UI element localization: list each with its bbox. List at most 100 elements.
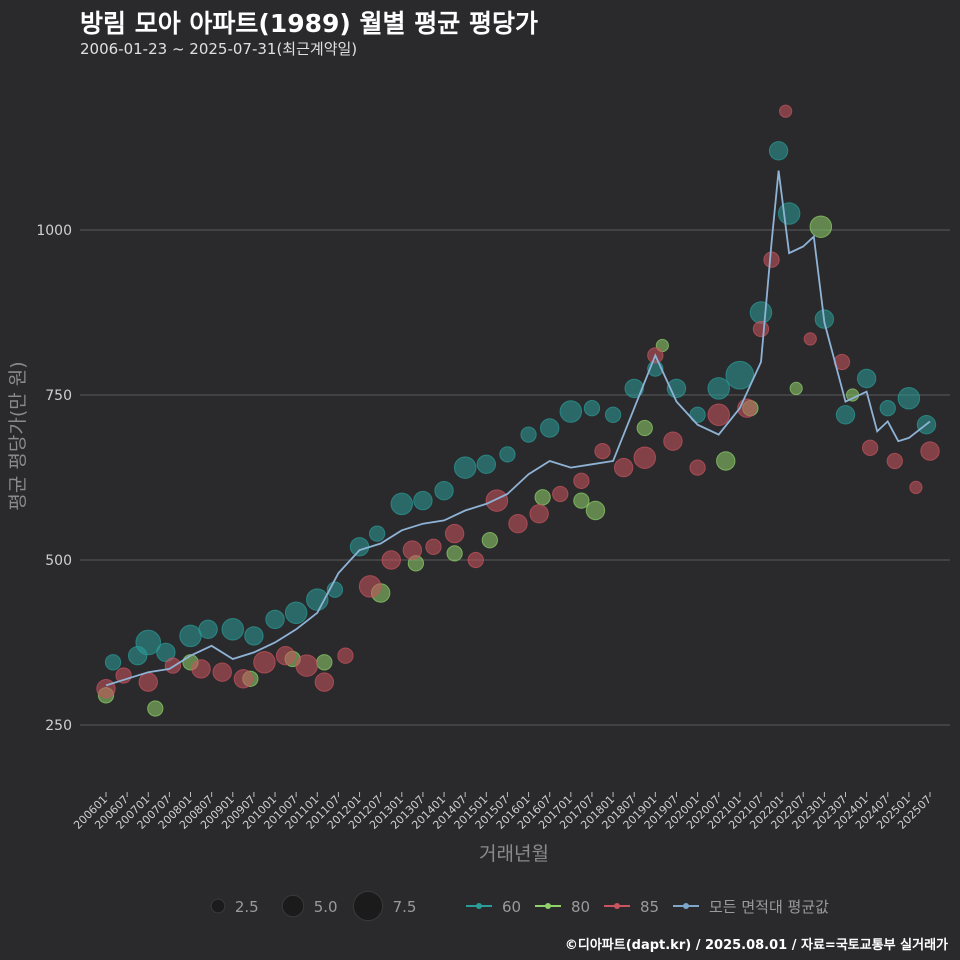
point-area-85 bbox=[886, 452, 903, 470]
y-tick-label: 250 bbox=[45, 718, 72, 734]
size-legend-circle bbox=[352, 890, 384, 922]
point-area-85 bbox=[467, 551, 484, 569]
point-area-85 bbox=[444, 523, 465, 544]
point-area-85 bbox=[529, 504, 549, 524]
point-area-60 bbox=[725, 360, 755, 390]
legend-key-dot bbox=[683, 903, 689, 909]
point-area-85 bbox=[164, 657, 182, 674]
point-area-85 bbox=[613, 457, 634, 478]
average-line-group bbox=[105, 170, 931, 687]
point-area-85 bbox=[233, 669, 254, 689]
point-area-85 bbox=[381, 550, 401, 570]
x-axis-ticks: 2006012006072007012007072008012008072009… bbox=[71, 792, 934, 832]
size-legend-label: 5.0 bbox=[314, 898, 338, 916]
size-legend-circle bbox=[281, 894, 305, 918]
x-axis-title: 거래년월 bbox=[479, 843, 549, 865]
data-points bbox=[96, 104, 940, 717]
legend-series-label: 모든 면적대 평균값 bbox=[709, 898, 829, 916]
point-area-85 bbox=[402, 540, 423, 560]
point-area-85 bbox=[425, 538, 442, 555]
point-area-80 bbox=[636, 419, 653, 437]
point-area-85 bbox=[295, 654, 318, 677]
point-area-85 bbox=[707, 403, 730, 427]
point-area-85 bbox=[508, 514, 528, 534]
point-area-60 bbox=[198, 619, 218, 639]
point-area-85 bbox=[337, 647, 354, 664]
point-area-85 bbox=[861, 439, 879, 456]
point-area-80 bbox=[446, 545, 463, 562]
legend-key-dot bbox=[545, 903, 551, 909]
point-area-85 bbox=[275, 646, 296, 666]
point-area-85 bbox=[485, 489, 509, 512]
point-area-85 bbox=[689, 459, 706, 476]
point-area-60 bbox=[349, 537, 370, 557]
legend-key-dot bbox=[476, 903, 482, 909]
point-area-85 bbox=[191, 659, 211, 679]
legend-series-label: 80 bbox=[571, 898, 590, 916]
point-area-60 bbox=[559, 400, 583, 423]
legend-key-dot bbox=[614, 903, 620, 909]
point-area-60 bbox=[835, 405, 856, 425]
point-area-80 bbox=[147, 700, 164, 717]
source-caption: ©디아파트(dapt.kr) / 2025.08.01 / 자료=국토교통부 실… bbox=[564, 938, 948, 953]
legend-series-label: 60 bbox=[502, 898, 521, 916]
point-area-85 bbox=[552, 485, 569, 503]
y-tick-label: 1000 bbox=[36, 223, 72, 239]
y-tick-label: 750 bbox=[45, 388, 72, 404]
size-legend-label: 2.5 bbox=[235, 898, 259, 916]
y-axis-ticks: 250 500 750 1000 bbox=[36, 223, 72, 734]
point-area-60 bbox=[368, 525, 386, 542]
point-area-60 bbox=[624, 378, 644, 399]
point-area-60 bbox=[179, 624, 202, 648]
point-area-60 bbox=[413, 490, 433, 511]
point-area-80 bbox=[716, 451, 736, 471]
y-tick-label: 500 bbox=[45, 553, 72, 569]
point-area-60 bbox=[539, 418, 560, 438]
point-area-60 bbox=[707, 377, 730, 400]
point-area-60 bbox=[135, 629, 162, 656]
point-area-60 bbox=[221, 618, 245, 641]
point-area-60 bbox=[777, 202, 801, 225]
y-axis-title: 평균 평당가(만 원) bbox=[7, 361, 29, 510]
point-area-85 bbox=[594, 442, 611, 460]
point-area-80 bbox=[573, 492, 590, 509]
point-area-60 bbox=[434, 481, 454, 501]
point-area-60 bbox=[265, 609, 285, 630]
point-area-80 bbox=[481, 532, 498, 549]
point-area-60 bbox=[897, 387, 921, 410]
point-area-85 bbox=[633, 446, 657, 469]
point-area-60 bbox=[104, 654, 122, 671]
point-area-85 bbox=[920, 441, 940, 461]
point-area-60 bbox=[284, 601, 308, 625]
point-area-60 bbox=[604, 406, 622, 423]
point-area-60 bbox=[453, 456, 477, 479]
point-area-60 bbox=[879, 400, 896, 417]
point-area-60 bbox=[583, 400, 601, 417]
point-area-60 bbox=[306, 588, 329, 611]
legend: 2.5 5.0 7.5 60 80 85 모든 면적대 평균값 bbox=[210, 890, 829, 922]
size-legend-label: 7.5 bbox=[393, 898, 417, 916]
average-line bbox=[105, 170, 931, 687]
point-area-85 bbox=[212, 662, 232, 682]
point-area-80 bbox=[585, 500, 606, 521]
point-area-85 bbox=[253, 651, 276, 674]
point-area-80 bbox=[789, 381, 803, 395]
point-area-80 bbox=[316, 654, 333, 671]
point-area-60 bbox=[689, 406, 706, 423]
point-area-60 bbox=[476, 454, 497, 474]
point-area-85 bbox=[96, 679, 116, 699]
point-area-85 bbox=[573, 472, 590, 489]
point-area-80 bbox=[534, 489, 551, 506]
point-area-85 bbox=[138, 672, 158, 692]
chart-title: 방림 모아 아파트(1989) 월별 평균 평당가 bbox=[80, 9, 538, 38]
legend-series-label: 85 bbox=[640, 898, 659, 916]
size-legend-circle bbox=[210, 898, 226, 914]
point-area-60 bbox=[856, 368, 877, 389]
point-area-85 bbox=[909, 480, 923, 494]
point-area-85 bbox=[358, 575, 382, 598]
point-area-85 bbox=[314, 672, 335, 692]
chart-subtitle: 2006-01-23 ~ 2025-07-31(최근계약일) bbox=[80, 40, 358, 58]
point-area-85 bbox=[803, 332, 817, 346]
gridlines bbox=[80, 229, 950, 726]
